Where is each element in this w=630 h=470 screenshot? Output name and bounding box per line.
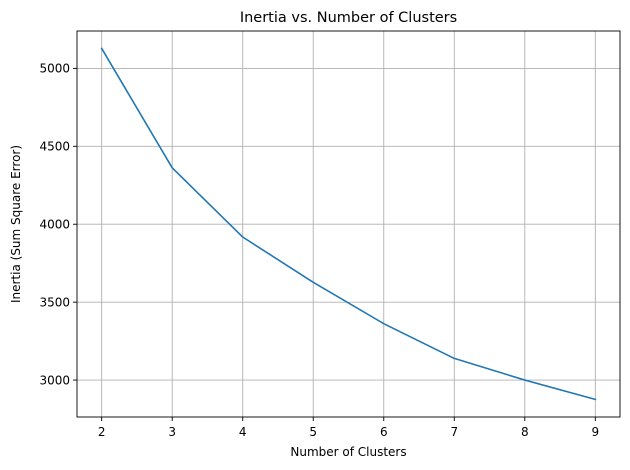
x-tick-label: 2 [98,425,106,439]
y-tick-label: 4500 [39,140,70,154]
x-axis-label: Number of Clusters [290,445,406,459]
x-tick-label: 7 [450,425,458,439]
x-tick-label: 4 [239,425,247,439]
y-tick-label: 5000 [39,62,70,76]
series-layer [100,47,597,401]
grid-lines [77,31,620,417]
tick-layer: 2 3 4 5 6 7 8 9 3000 3500 4000 4500 5000 [39,62,599,439]
y-tick-label: 4000 [39,218,70,232]
x-tick-label: 8 [521,425,529,439]
x-tick-label: 3 [168,425,176,439]
y-tick-label: 3500 [39,295,70,309]
x-tick-label: 5 [309,425,317,439]
x-tick-label: 6 [380,425,388,439]
y-axis-label: Inertia (Sum Square Error) [9,145,23,303]
y-tick-label: 3000 [39,373,70,387]
x-tick-label: 9 [591,425,599,439]
chart-title: Inertia vs. Number of Clusters [240,10,457,26]
series-line [100,47,597,401]
